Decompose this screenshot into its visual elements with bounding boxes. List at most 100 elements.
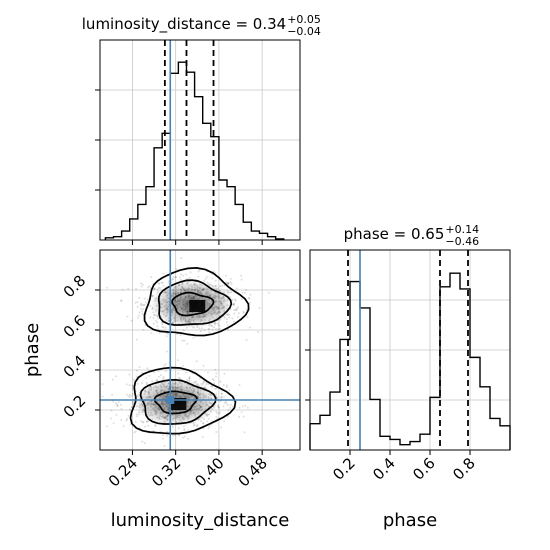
density-point [219, 396, 222, 399]
density-point [225, 274, 227, 277]
joint-truth-marker [100, 250, 300, 450]
density-point [202, 364, 205, 367]
joint-posterior-panel: 0.2 0.4 0.6 0.8 0.24 0.32 0.40 0.48 luminosity_… [22, 249, 301, 531]
density-point [220, 392, 223, 395]
density-point [220, 426, 223, 429]
density-point [140, 419, 142, 422]
contour-mode0-level0 [143, 267, 250, 337]
density-point [101, 383, 104, 386]
density-point [229, 277, 232, 280]
density-point [207, 417, 210, 420]
density-point [141, 371, 144, 374]
density-point [227, 409, 230, 412]
density-point [233, 309, 236, 311]
density-point [228, 316, 231, 319]
luminosity-distance-histogram-panel: luminosity_distance = 0.34 +0.05 −0.04 [82, 13, 321, 245]
density-point [226, 404, 229, 406]
density-point [210, 385, 213, 388]
density-point [155, 319, 158, 322]
density-point [202, 422, 205, 425]
density-point [162, 326, 165, 329]
phase-x-axis-label: phase [383, 510, 437, 531]
density-point [143, 442, 146, 445]
density-point [188, 377, 191, 380]
density-point [211, 277, 214, 280]
density-point [222, 395, 225, 398]
density-point [136, 305, 139, 308]
density-point [218, 412, 221, 415]
density-point [226, 415, 229, 418]
density-point [217, 322, 220, 325]
density-point [210, 325, 213, 328]
density-point [156, 378, 159, 381]
density-point [162, 376, 165, 378]
density-point [162, 284, 165, 287]
density-point [144, 425, 147, 428]
density-point [225, 321, 228, 323]
density-point [220, 392, 223, 395]
density-point [187, 429, 190, 432]
density-point [238, 406, 241, 409]
density-point [154, 425, 157, 428]
density-point [223, 284, 226, 287]
density-point [139, 304, 142, 307]
phase-title-upper: +0.14 [445, 223, 479, 236]
density-point [199, 377, 201, 380]
density-point [213, 326, 216, 329]
density-point [235, 287, 238, 290]
density-point [105, 425, 108, 428]
density-point [212, 270, 215, 273]
density-point [242, 415, 245, 418]
density-point [166, 332, 168, 335]
density-point [153, 287, 156, 290]
density-point [177, 427, 180, 430]
density-point [142, 304, 145, 307]
density-point [236, 306, 239, 309]
density-point [225, 384, 228, 387]
density-point [225, 402, 228, 405]
density-point [196, 424, 199, 427]
density-point [176, 359, 179, 362]
density-point [131, 384, 134, 387]
density-point [230, 283, 233, 285]
density-point [248, 326, 251, 329]
density-point [143, 297, 146, 300]
density-point [134, 301, 137, 304]
density-point [210, 423, 213, 426]
density-point [211, 328, 214, 331]
density-point [128, 393, 131, 396]
density-point [215, 431, 218, 433]
joint-x-tick-label-3: 0.48 [235, 454, 271, 490]
density-point [163, 445, 166, 447]
density-point [148, 374, 151, 377]
density-point [183, 428, 186, 431]
density-point [227, 283, 230, 286]
density-point [186, 342, 189, 345]
density-point [245, 338, 248, 341]
density-point [115, 375, 118, 378]
density-point [187, 437, 189, 440]
density-point [110, 417, 112, 420]
density-point [135, 338, 138, 341]
density-point [145, 301, 147, 304]
density-point [238, 384, 241, 387]
density-point [246, 406, 249, 409]
density-point [136, 382, 139, 385]
contour-mode0-level2 [171, 291, 215, 317]
density-point [267, 291, 270, 294]
density-point [226, 282, 229, 285]
contour-mode1-level1 [139, 378, 217, 425]
density-point [207, 328, 210, 330]
phase-histogram [309, 272, 511, 450]
luminosity-distance-title-base: luminosity_distance = 0.34 [82, 15, 286, 34]
density-point [147, 420, 150, 423]
density-point [138, 366, 141, 369]
density-point [142, 421, 145, 424]
density-point [161, 321, 164, 324]
density-point [131, 387, 134, 390]
density-point [223, 420, 226, 423]
joint-posterior-frame [99, 249, 301, 451]
density-point [246, 316, 249, 319]
joint-x-tick-label-1: 0.32 [148, 454, 184, 490]
